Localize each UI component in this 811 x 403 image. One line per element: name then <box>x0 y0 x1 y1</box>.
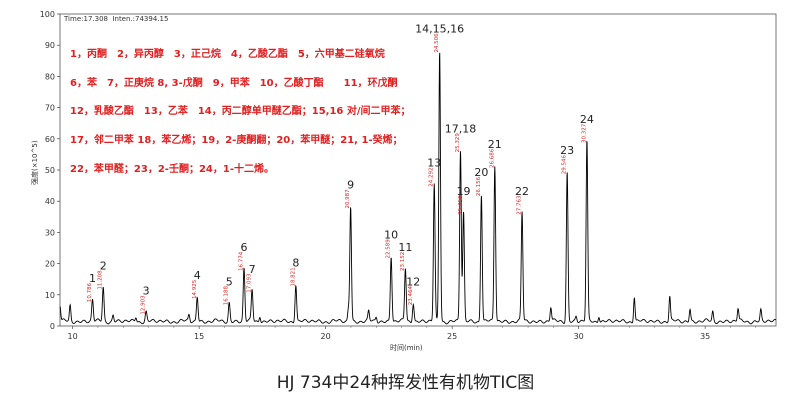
y-tick-label: 80 <box>45 72 55 81</box>
y-tick-label: 70 <box>45 104 55 113</box>
peak-rt-label: 29.546 <box>562 154 568 174</box>
peak-labels: 110.786 211.208 312.903 414.925 516.188 616.7… <box>87 23 594 315</box>
peak-rt-label: 23.464 <box>408 286 414 306</box>
y-axis-label: 强度(×10^5) <box>31 140 39 185</box>
peak-rt-label: 24.506 <box>434 33 440 53</box>
peak-number-label: 7 <box>249 263 256 276</box>
peak-rt-label: 23.152 <box>400 252 406 271</box>
peak-number-label: 13 <box>427 157 441 170</box>
peak-number-label: 2 <box>100 260 107 273</box>
trace-line <box>59 52 777 325</box>
peak-number-label: 19 <box>457 185 471 198</box>
peak-number-label: 8 <box>292 257 299 270</box>
peak-rt-label: 27.763 <box>517 195 523 215</box>
x-tick-label: 10 <box>68 332 78 341</box>
peak-number-label: 11 <box>398 241 412 254</box>
peak-number-label: 20 <box>474 166 488 179</box>
peak-rt-label: 12.903 <box>141 295 147 315</box>
header-time: Time:17.308 <box>64 15 108 23</box>
peak-number-label: 12 <box>406 275 420 288</box>
y-tick-label: 90 <box>45 41 55 50</box>
peak-rt-label: 25.329 <box>455 133 461 153</box>
peak-rt-label: 30.327 <box>581 123 587 143</box>
legend-line: 6，苯 7，正庚烷 8, 3-戊酮 9，甲苯 10，乙酸丁酯 11，环戊酮 <box>70 77 398 89</box>
peak-number-label: 5 <box>226 275 233 288</box>
y-tick-label: 0 <box>50 322 55 331</box>
peak-number-label: 4 <box>194 269 201 282</box>
x-tick-label: 25 <box>447 332 457 341</box>
legend-line: 22，苯甲醛；23，2-壬酮；24，1-十二烯。 <box>70 163 274 175</box>
peak-rt-label: 16.188 <box>224 286 230 306</box>
y-tick-label: 50 <box>45 166 55 175</box>
peak-rt-label: 14.925 <box>192 279 198 299</box>
peak-rt-label: 11.208 <box>98 270 104 290</box>
peak-rt-label: 26.156 <box>476 176 482 196</box>
peak-number-label: 9 <box>347 179 354 192</box>
peak-rt-label: 16.774 <box>239 251 245 271</box>
header-intensity: Inten.:74394.15 <box>112 15 169 23</box>
x-tick-label: 20 <box>321 332 331 341</box>
peak-rt-label: 26.686 <box>489 148 495 168</box>
x-axis-label: 时间(min) <box>390 344 423 352</box>
y-tick-label: 60 <box>45 135 55 144</box>
y-tick-label: 20 <box>45 260 55 269</box>
peak-rt-label: 24.292 <box>429 167 435 186</box>
x-tick-label: 35 <box>700 332 710 341</box>
compound-legend: 1，丙酮 2，异丙醇 3，正己烷 4，乙酸乙酯 5，六甲基二硅氧烷 6，苯 7，… <box>70 41 411 185</box>
x-tick-label: 15 <box>194 332 204 341</box>
peak-number-label: 6 <box>241 241 248 254</box>
peak-rt-label: 22.589 <box>386 239 392 259</box>
peak-rt-label: 18.821 <box>290 267 296 286</box>
peak-number-label: 3 <box>143 285 150 298</box>
figure-caption: HJ 734中24种挥发性有机物TIC图 <box>276 373 535 393</box>
y-tick-label: 30 <box>45 228 55 237</box>
peak-rt-label: 17.093 <box>247 273 253 293</box>
scan-header: Time:17.308 Inten.:74394.15 <box>64 15 168 23</box>
y-tick-label: 100 <box>40 10 55 19</box>
legend-line: 12，乳酸乙酯 13，乙苯 14，丙二醇单甲醚乙酯；15,16 对/间二甲苯； <box>70 106 411 118</box>
tic-trace <box>59 52 777 325</box>
peak-number-label: 22 <box>515 185 529 198</box>
peak-number-label: 24 <box>580 113 594 126</box>
peak-rt-label: 25.450 <box>458 195 464 215</box>
y-tick-label: 40 <box>45 197 55 206</box>
peak-number-label: 1 <box>89 272 96 285</box>
x-tick-label: 30 <box>574 332 584 341</box>
peak-number-label: 17,18 <box>445 122 477 135</box>
peak-number-label: 10 <box>384 228 398 241</box>
peak-rt-label: 10.786 <box>87 282 93 302</box>
peak-rt-label: 20.987 <box>345 189 351 209</box>
peak-number-label: 21 <box>488 138 502 151</box>
legend-line: 1，丙酮 2，异丙醇 3，正己烷 4，乙酸乙酯 5，六甲基二硅氧烷 <box>70 49 385 60</box>
legend-line: 17，邻二甲苯 18，苯乙烯；19，2-庚酮翻；20，苯甲醚；21, 1-癸烯； <box>70 135 403 147</box>
peak-number-label: 14,15,16 <box>415 23 464 36</box>
peak-number-label: 23 <box>560 144 574 157</box>
y-tick-label: 10 <box>45 291 55 300</box>
